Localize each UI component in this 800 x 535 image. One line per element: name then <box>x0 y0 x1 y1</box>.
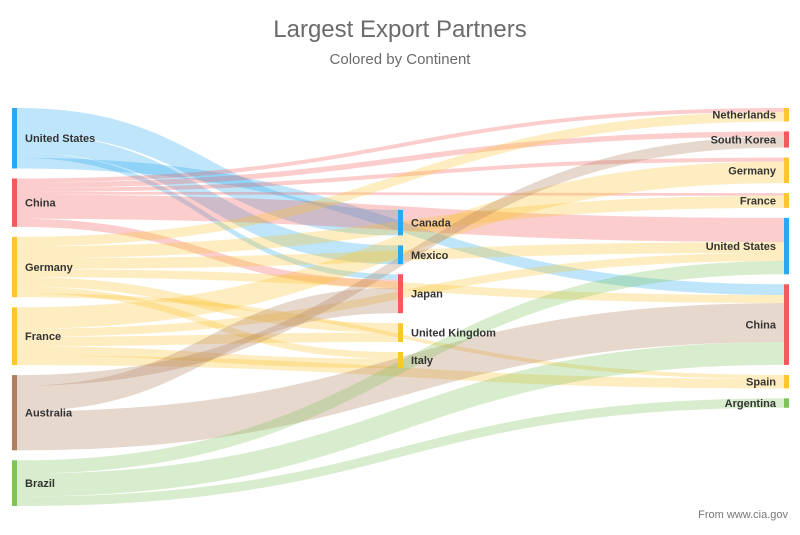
node-mid_uk[interactable] <box>398 323 403 342</box>
node-dst_es[interactable] <box>784 374 789 389</box>
link-src_de-to-mid_uk[interactable] <box>17 277 398 333</box>
label-src_au: Australia <box>25 408 73 420</box>
node-dst_nl[interactable] <box>784 108 789 122</box>
link-src_au-to-mid_jp[interactable] <box>17 287 398 412</box>
chart-subtitle: Colored by Continent <box>329 51 471 68</box>
link-src_us-to-mid_mx[interactable] <box>17 133 398 265</box>
node-src_cn[interactable] <box>12 178 17 227</box>
link-src_cn-to-dst_kr[interactable] <box>17 131 784 188</box>
link-src_fr-to-dst_es[interactable] <box>17 355 784 389</box>
link-src_fr-to-mid_it[interactable] <box>17 346 398 369</box>
link-src_cn-to-dst_nl[interactable] <box>17 108 784 183</box>
link-src_cn-to-dst_fr[interactable] <box>17 191 784 196</box>
label-src_fr: France <box>25 331 61 343</box>
link-src_fr-to-dst_de[interactable] <box>17 161 784 329</box>
label-mid_ca: Canada <box>411 218 452 230</box>
link-src_cn-to-mid_jp[interactable] <box>17 218 398 288</box>
link-src_us-to-mid_ca[interactable] <box>17 108 398 236</box>
label-mid_jp: Japan <box>411 289 443 301</box>
label-dst_kr: South Korea <box>711 134 777 146</box>
link-src_br-to-dst_ar[interactable] <box>17 398 784 506</box>
node-src_au[interactable] <box>12 375 17 451</box>
link-src_au-to-dst_cn[interactable] <box>17 303 784 451</box>
label-src_de: Germany <box>25 262 74 274</box>
label-dst_es: Spain <box>746 377 776 389</box>
chart-credit[interactable]: From www.cia.gov <box>698 509 788 521</box>
label-src_us: United States <box>25 133 95 145</box>
node-src_de[interactable] <box>12 236 17 298</box>
node-dst_ar[interactable] <box>784 398 789 408</box>
node-dst_de[interactable] <box>784 157 789 184</box>
node-mid_it[interactable] <box>398 351 403 369</box>
label-src_br: Brazil <box>25 478 55 490</box>
node-dst_cn[interactable] <box>784 284 789 365</box>
node-dst_kr[interactable] <box>784 131 789 148</box>
label-dst_de: Germany <box>728 165 777 177</box>
label-mid_uk: United Kingdom <box>411 328 496 340</box>
link-src_de-to-mid_it[interactable] <box>17 286 398 359</box>
chart-title: Largest Export Partners <box>273 16 527 43</box>
label-mid_mx: Mexico <box>411 250 449 262</box>
node-src_br[interactable] <box>12 460 17 506</box>
label-mid_it: Italy <box>411 355 434 367</box>
label-dst_fr: France <box>740 195 776 207</box>
label-src_cn: China <box>25 198 56 210</box>
node-mid_jp[interactable] <box>398 274 403 314</box>
node-src_us[interactable] <box>12 108 17 169</box>
label-dst_cn: China <box>745 320 776 332</box>
node-dst_fr[interactable] <box>784 193 789 208</box>
node-mid_mx[interactable] <box>398 245 403 265</box>
node-dst_us[interactable] <box>784 217 789 275</box>
sankey-nodes <box>12 108 789 506</box>
label-dst_ar: Argentina <box>725 398 777 410</box>
label-dst_us: United States <box>706 241 776 253</box>
node-mid_ca[interactable] <box>398 209 403 236</box>
link-src_br-to-dst_cn[interactable] <box>17 342 784 497</box>
node-src_fr[interactable] <box>12 307 17 366</box>
link-src_cn-to-dst_de[interactable] <box>17 157 784 192</box>
link-src_fr-to-mid_uk[interactable] <box>17 332 398 347</box>
label-dst_nl: Netherlands <box>712 110 776 122</box>
link-src_de-to-dst_nl[interactable] <box>17 112 784 247</box>
sankey-labels: United States China Germany France Australia… <box>25 110 777 490</box>
link-src_us-to-mid_jp[interactable] <box>17 152 398 280</box>
